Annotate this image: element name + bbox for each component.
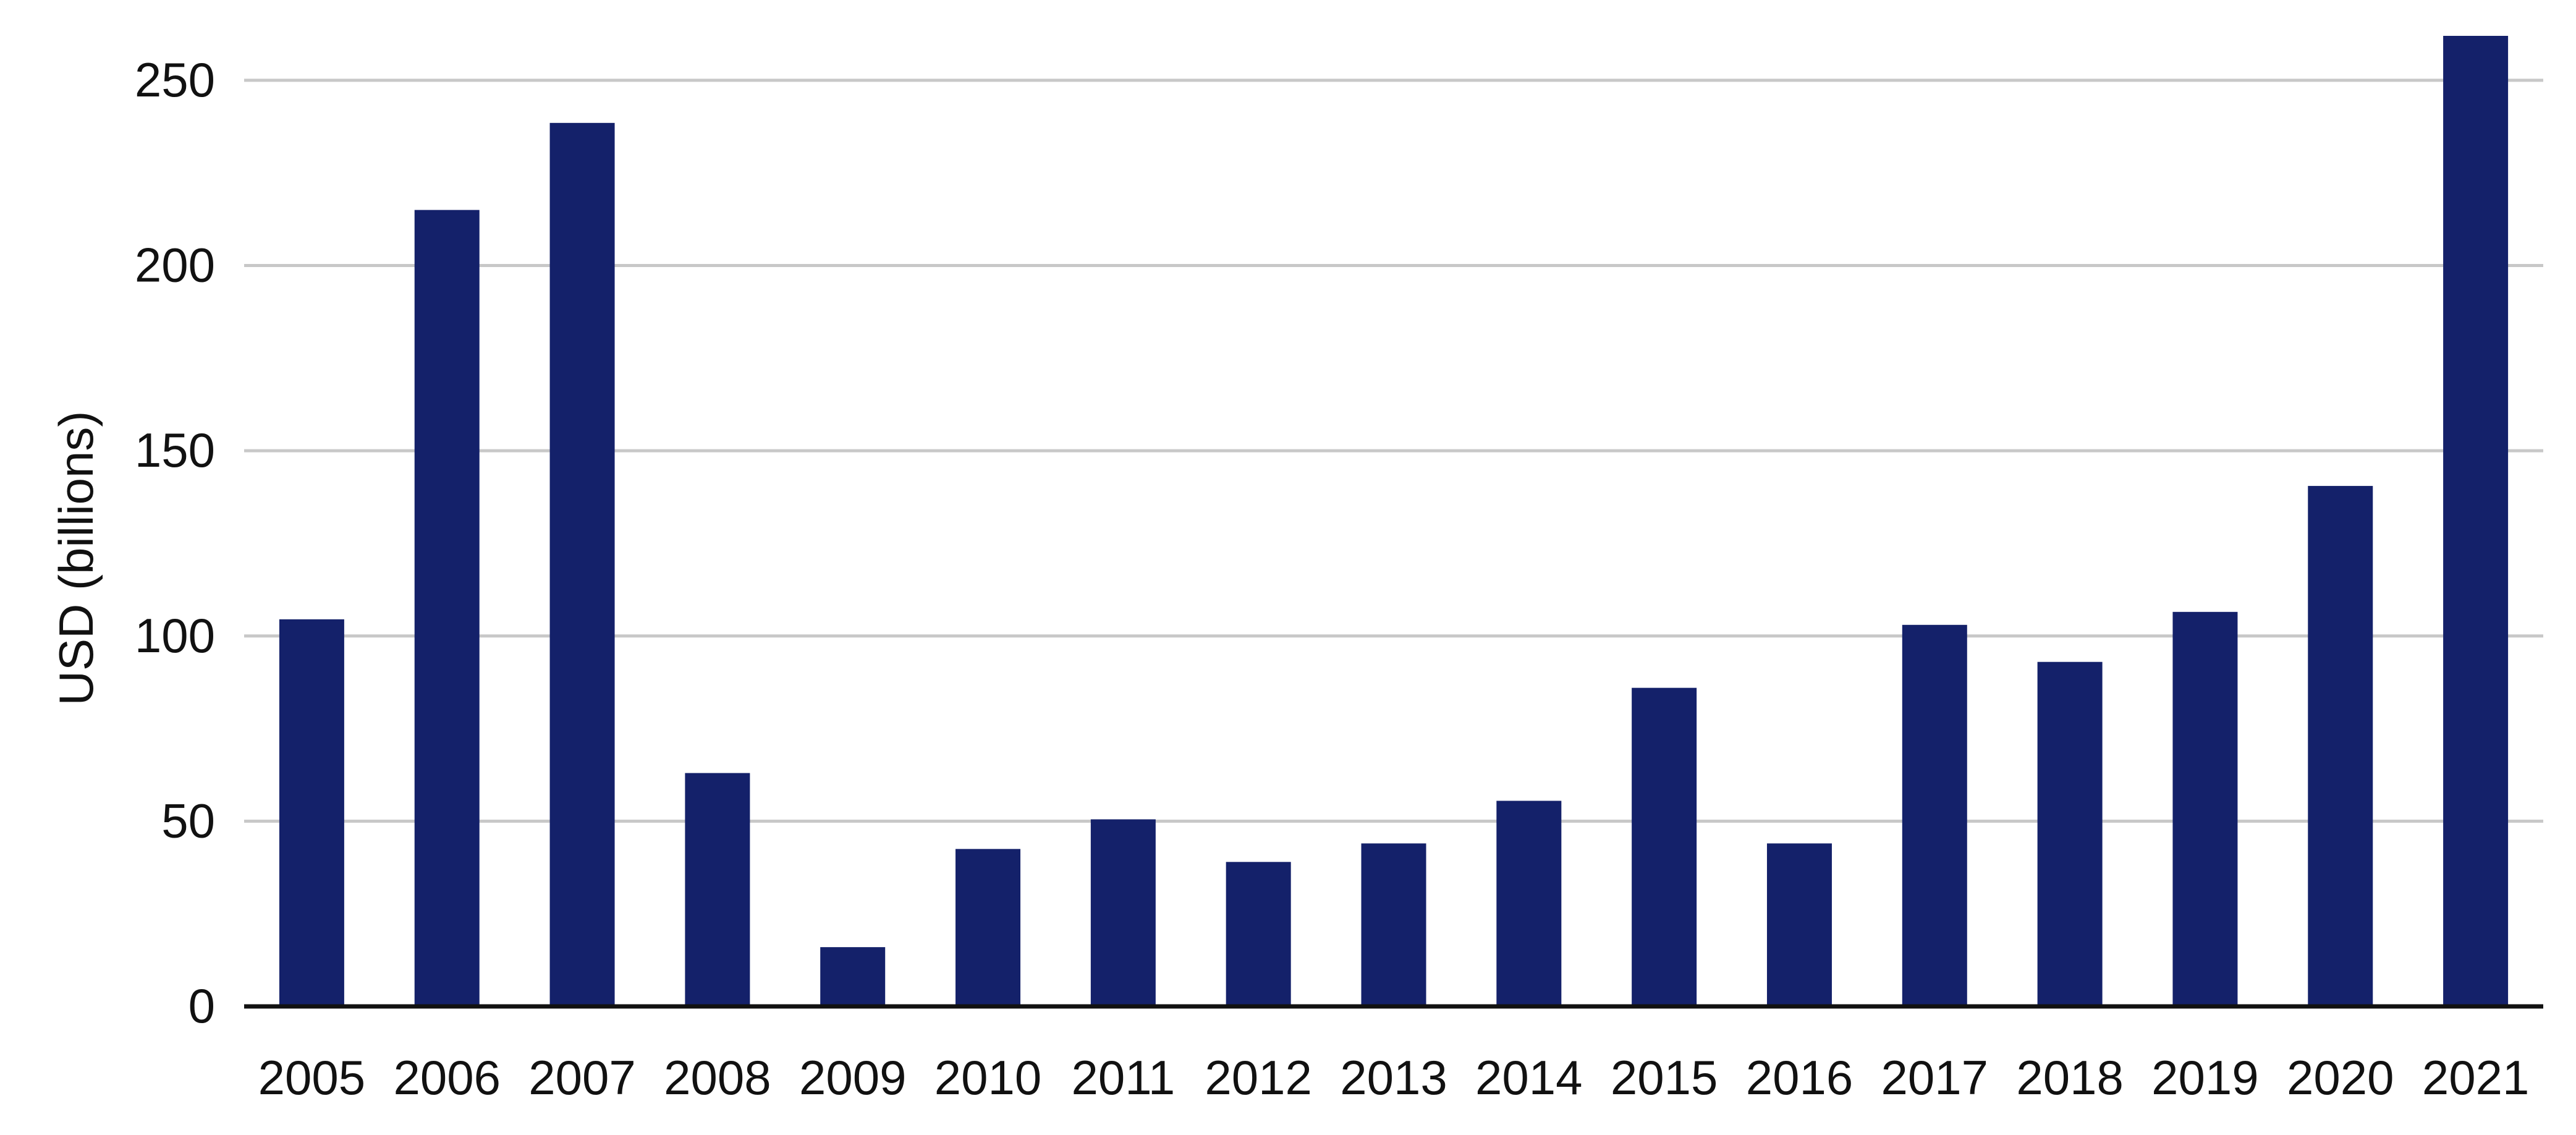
bar-2007 <box>549 122 615 1007</box>
bar-2010 <box>955 849 1021 1006</box>
bar-2008 <box>685 773 750 1006</box>
x-tick-label: 2015 <box>1611 1050 1718 1105</box>
x-axis-tick-labels: 2005 2006 2007 2008 2009 2010 2011 2012 2013 2014… <box>258 1050 2530 1105</box>
bar-2015 <box>1632 687 1697 1006</box>
x-tick-label: 2013 <box>1340 1050 1447 1105</box>
y-tick-label: 200 <box>135 238 215 292</box>
x-tick-label: 2020 <box>2287 1050 2394 1105</box>
bar-2020 <box>2308 486 2373 1006</box>
x-tick-label: 2011 <box>1071 1050 1175 1105</box>
bar-2012 <box>1226 862 1291 1006</box>
bar-2014 <box>1496 801 1562 1006</box>
x-tick-label: 2016 <box>1746 1050 1854 1105</box>
x-tick-label: 2014 <box>1475 1050 1583 1105</box>
y-tick-label: 250 <box>135 53 215 107</box>
y-axis-tick-labels: 0 50 100 150 200 250 <box>135 53 215 1033</box>
x-tick-label: 2018 <box>2016 1050 2124 1105</box>
x-tick-label: 2006 <box>393 1050 501 1105</box>
bar-2019 <box>2172 611 2238 1006</box>
x-tick-label: 2021 <box>2422 1050 2530 1105</box>
bars <box>279 36 2509 1007</box>
y-axis-title: USD (billions) <box>49 411 103 706</box>
y-tick-label: 0 <box>189 979 215 1033</box>
bar-2016 <box>1766 843 1832 1006</box>
x-tick-label: 2009 <box>799 1050 907 1105</box>
bar-2005 <box>279 619 344 1006</box>
x-tick-label: 2007 <box>528 1050 636 1105</box>
bar-2013 <box>1361 843 1426 1006</box>
bar-2011 <box>1090 819 1156 1006</box>
x-tick-label: 2019 <box>2151 1050 2259 1105</box>
bar-2021 <box>2443 36 2509 1006</box>
x-tick-label: 2010 <box>934 1050 1042 1105</box>
gridlines <box>244 79 2543 823</box>
x-tick-label: 2017 <box>1881 1050 1989 1105</box>
x-tick-label: 2005 <box>258 1050 366 1105</box>
bar-2009 <box>820 947 886 1006</box>
bar-2017 <box>1902 624 1967 1006</box>
y-tick-label: 50 <box>161 793 215 848</box>
bar-2006 <box>414 210 480 1006</box>
x-tick-label: 2008 <box>664 1050 771 1105</box>
bar-2018 <box>2037 661 2103 1006</box>
y-tick-label: 100 <box>135 608 215 663</box>
x-tick-label: 2012 <box>1205 1050 1312 1105</box>
y-tick-label: 150 <box>135 423 215 477</box>
